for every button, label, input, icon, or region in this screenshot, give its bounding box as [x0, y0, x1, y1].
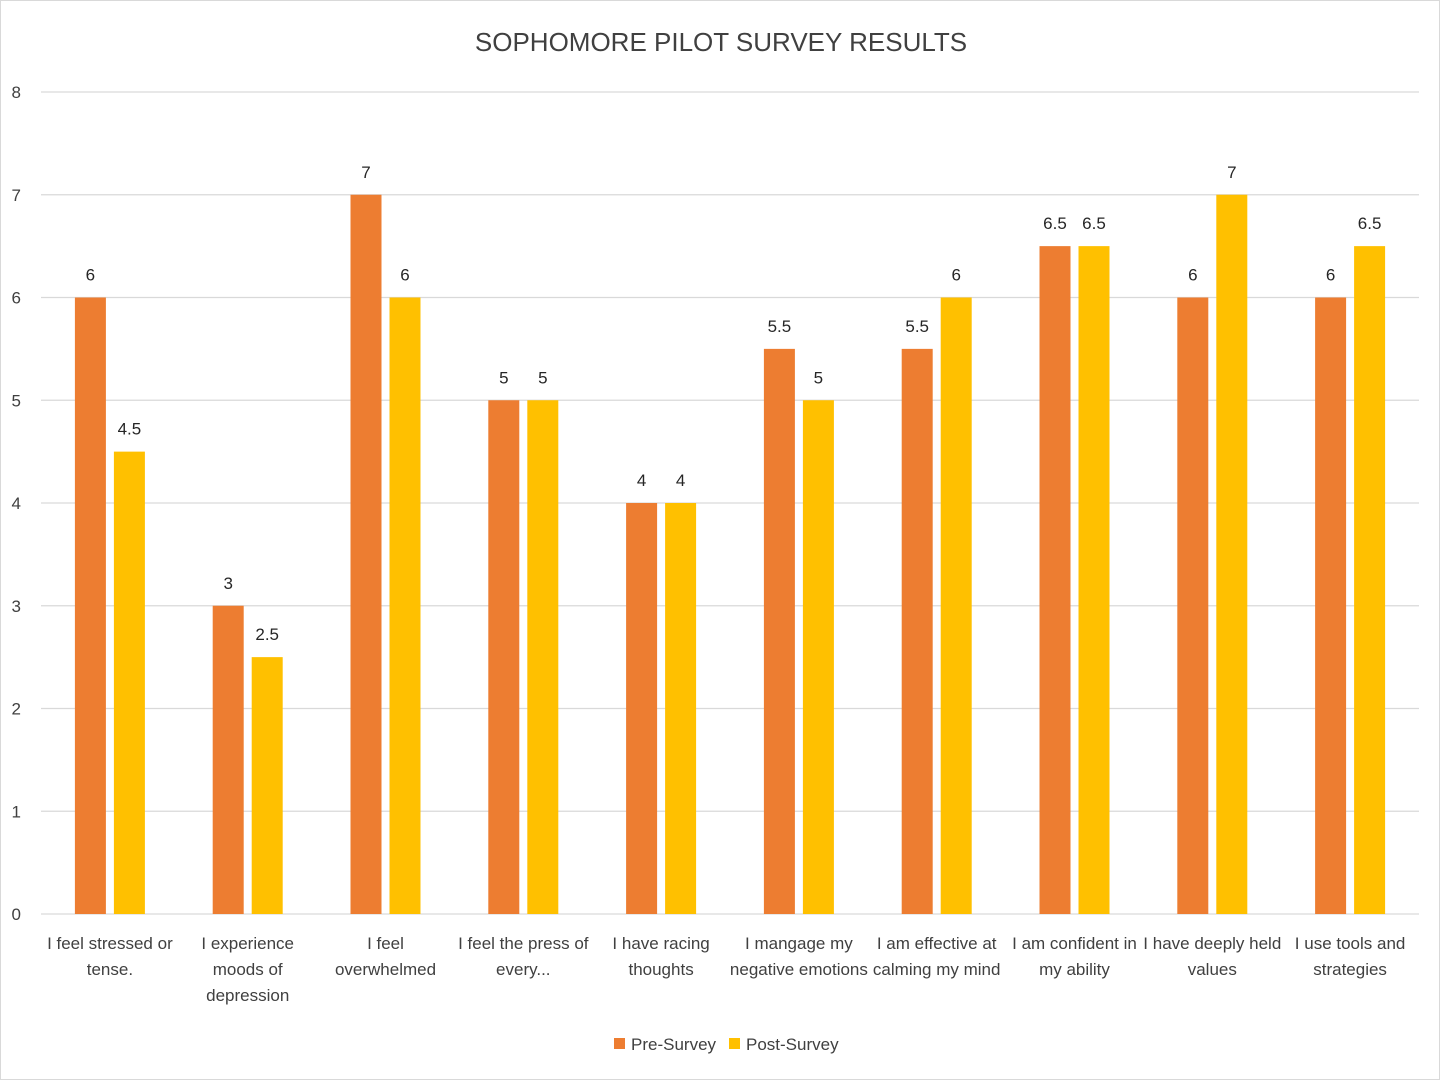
bar-pre-survey — [74, 297, 106, 914]
data-label: 6 — [1326, 266, 1335, 285]
bar-pre-survey — [212, 605, 244, 914]
x-category-label: I use tools and strategies — [1295, 934, 1406, 979]
x-category-label: I have deeply held values — [1143, 934, 1281, 979]
x-category-line: I have deeply held — [1143, 934, 1281, 953]
data-label: 6.5 — [1043, 214, 1067, 233]
data-label: 5.5 — [905, 317, 929, 336]
data-label: 4.5 — [118, 420, 142, 439]
x-category-line: I use tools and — [1295, 934, 1406, 953]
x-category-line: I am confident in — [1012, 934, 1137, 953]
bar-post-survey — [1354, 246, 1386, 914]
data-label: 6 — [951, 266, 960, 285]
data-label: 6.5 — [1358, 214, 1382, 233]
bar-pre-survey — [763, 348, 795, 914]
chart-title: SOPHOMORE PILOT SURVEY RESULTS — [475, 27, 967, 57]
x-category-line: strategies — [1313, 960, 1387, 979]
data-label: 6.5 — [1082, 214, 1106, 233]
x-category-line: moods of — [213, 960, 283, 979]
data-labels: 6 4.5 3 2.5 7 6 5 5 4 4 5.5 5 5.5 6 6.5 6.5 6 7 6 6.5 — [86, 163, 1382, 644]
x-category-line: thoughts — [628, 960, 693, 979]
y-tick-label: 4 — [12, 494, 21, 513]
y-tick-label: 7 — [12, 186, 21, 205]
x-category-line: I have racing — [612, 934, 709, 953]
y-tick-label: 3 — [12, 597, 21, 616]
legend: Pre-Survey Post-Survey — [614, 1035, 839, 1054]
x-category-line: I feel the press of — [458, 934, 589, 953]
data-label: 7 — [1227, 163, 1236, 182]
x-category-line: every... — [496, 960, 550, 979]
x-category-label: I am effective at calming my mind — [873, 934, 1001, 979]
data-label: 4 — [637, 471, 646, 490]
x-category-label: I feel overwhelmed — [335, 934, 436, 979]
x-category-line: I feel stressed or — [47, 934, 173, 953]
data-label: 6 — [400, 266, 409, 285]
data-label: 2.5 — [255, 625, 279, 644]
data-label: 7 — [361, 163, 370, 182]
legend-label: Pre-Survey — [631, 1035, 717, 1054]
bar-pre-survey — [901, 348, 933, 914]
x-axis-categories: I feel stressed or tense. I experience mood… — [47, 934, 1405, 1005]
bars — [74, 194, 1386, 914]
data-label: 3 — [223, 574, 232, 593]
bar-pre-survey — [488, 400, 520, 914]
data-label: 4 — [676, 471, 685, 490]
x-category-line: I am effective at — [877, 934, 997, 953]
bar-pre-survey — [626, 503, 658, 914]
bar-post-survey — [940, 297, 972, 914]
bar-post-survey — [802, 400, 834, 914]
x-category-label: I have racing thoughts — [612, 934, 709, 979]
x-category-line: tense. — [87, 960, 133, 979]
x-category-line: depression — [206, 986, 289, 1005]
bar-pre-survey — [1039, 246, 1071, 914]
x-category-line: my ability — [1039, 960, 1110, 979]
data-label: 5 — [538, 368, 547, 387]
x-category-line: negative emotions — [730, 960, 868, 979]
y-tick-label: 1 — [12, 802, 21, 821]
y-tick-label: 8 — [12, 83, 21, 102]
x-category-line: I mangage my — [745, 934, 853, 953]
bar-post-survey — [1216, 194, 1248, 914]
x-category-label: I feel the press of every... — [458, 934, 589, 979]
legend-swatch — [729, 1038, 740, 1049]
x-category-label: I mangage my negative emotions — [730, 934, 868, 979]
y-tick-label: 5 — [12, 391, 21, 410]
y-tick-label: 0 — [12, 905, 21, 924]
data-label: 6 — [86, 266, 95, 285]
x-category-label: I am confident in my ability — [1012, 934, 1137, 979]
x-category-line: calming my mind — [873, 960, 1001, 979]
x-category-line: I feel — [367, 934, 404, 953]
bar-post-survey — [251, 657, 283, 914]
bar-post-survey — [527, 400, 559, 914]
y-tick-label: 2 — [12, 700, 21, 719]
x-category-line: values — [1188, 960, 1237, 979]
bar-post-survey — [1078, 246, 1110, 914]
data-label: 5.5 — [768, 317, 792, 336]
x-category-line: overwhelmed — [335, 960, 436, 979]
y-axis-ticks: 0 1 2 3 4 5 6 7 8 — [12, 83, 21, 924]
bar-pre-survey — [350, 194, 382, 914]
gridlines — [41, 91, 1419, 915]
bar-pre-survey — [1315, 297, 1347, 914]
bar-post-survey — [113, 451, 145, 914]
legend-label: Post-Survey — [746, 1035, 839, 1054]
data-label: 6 — [1188, 266, 1197, 285]
data-label: 5 — [814, 368, 823, 387]
y-tick-label: 6 — [12, 289, 21, 308]
legend-swatch — [614, 1038, 625, 1049]
bar-post-survey — [665, 503, 697, 914]
data-label: 5 — [499, 368, 508, 387]
x-category-line: I experience — [201, 934, 294, 953]
bar-pre-survey — [1177, 297, 1209, 914]
x-category-label: I experience moods of depression — [201, 934, 294, 1005]
x-category-label: I feel stressed or tense. — [47, 934, 173, 979]
bar-post-survey — [389, 297, 421, 914]
